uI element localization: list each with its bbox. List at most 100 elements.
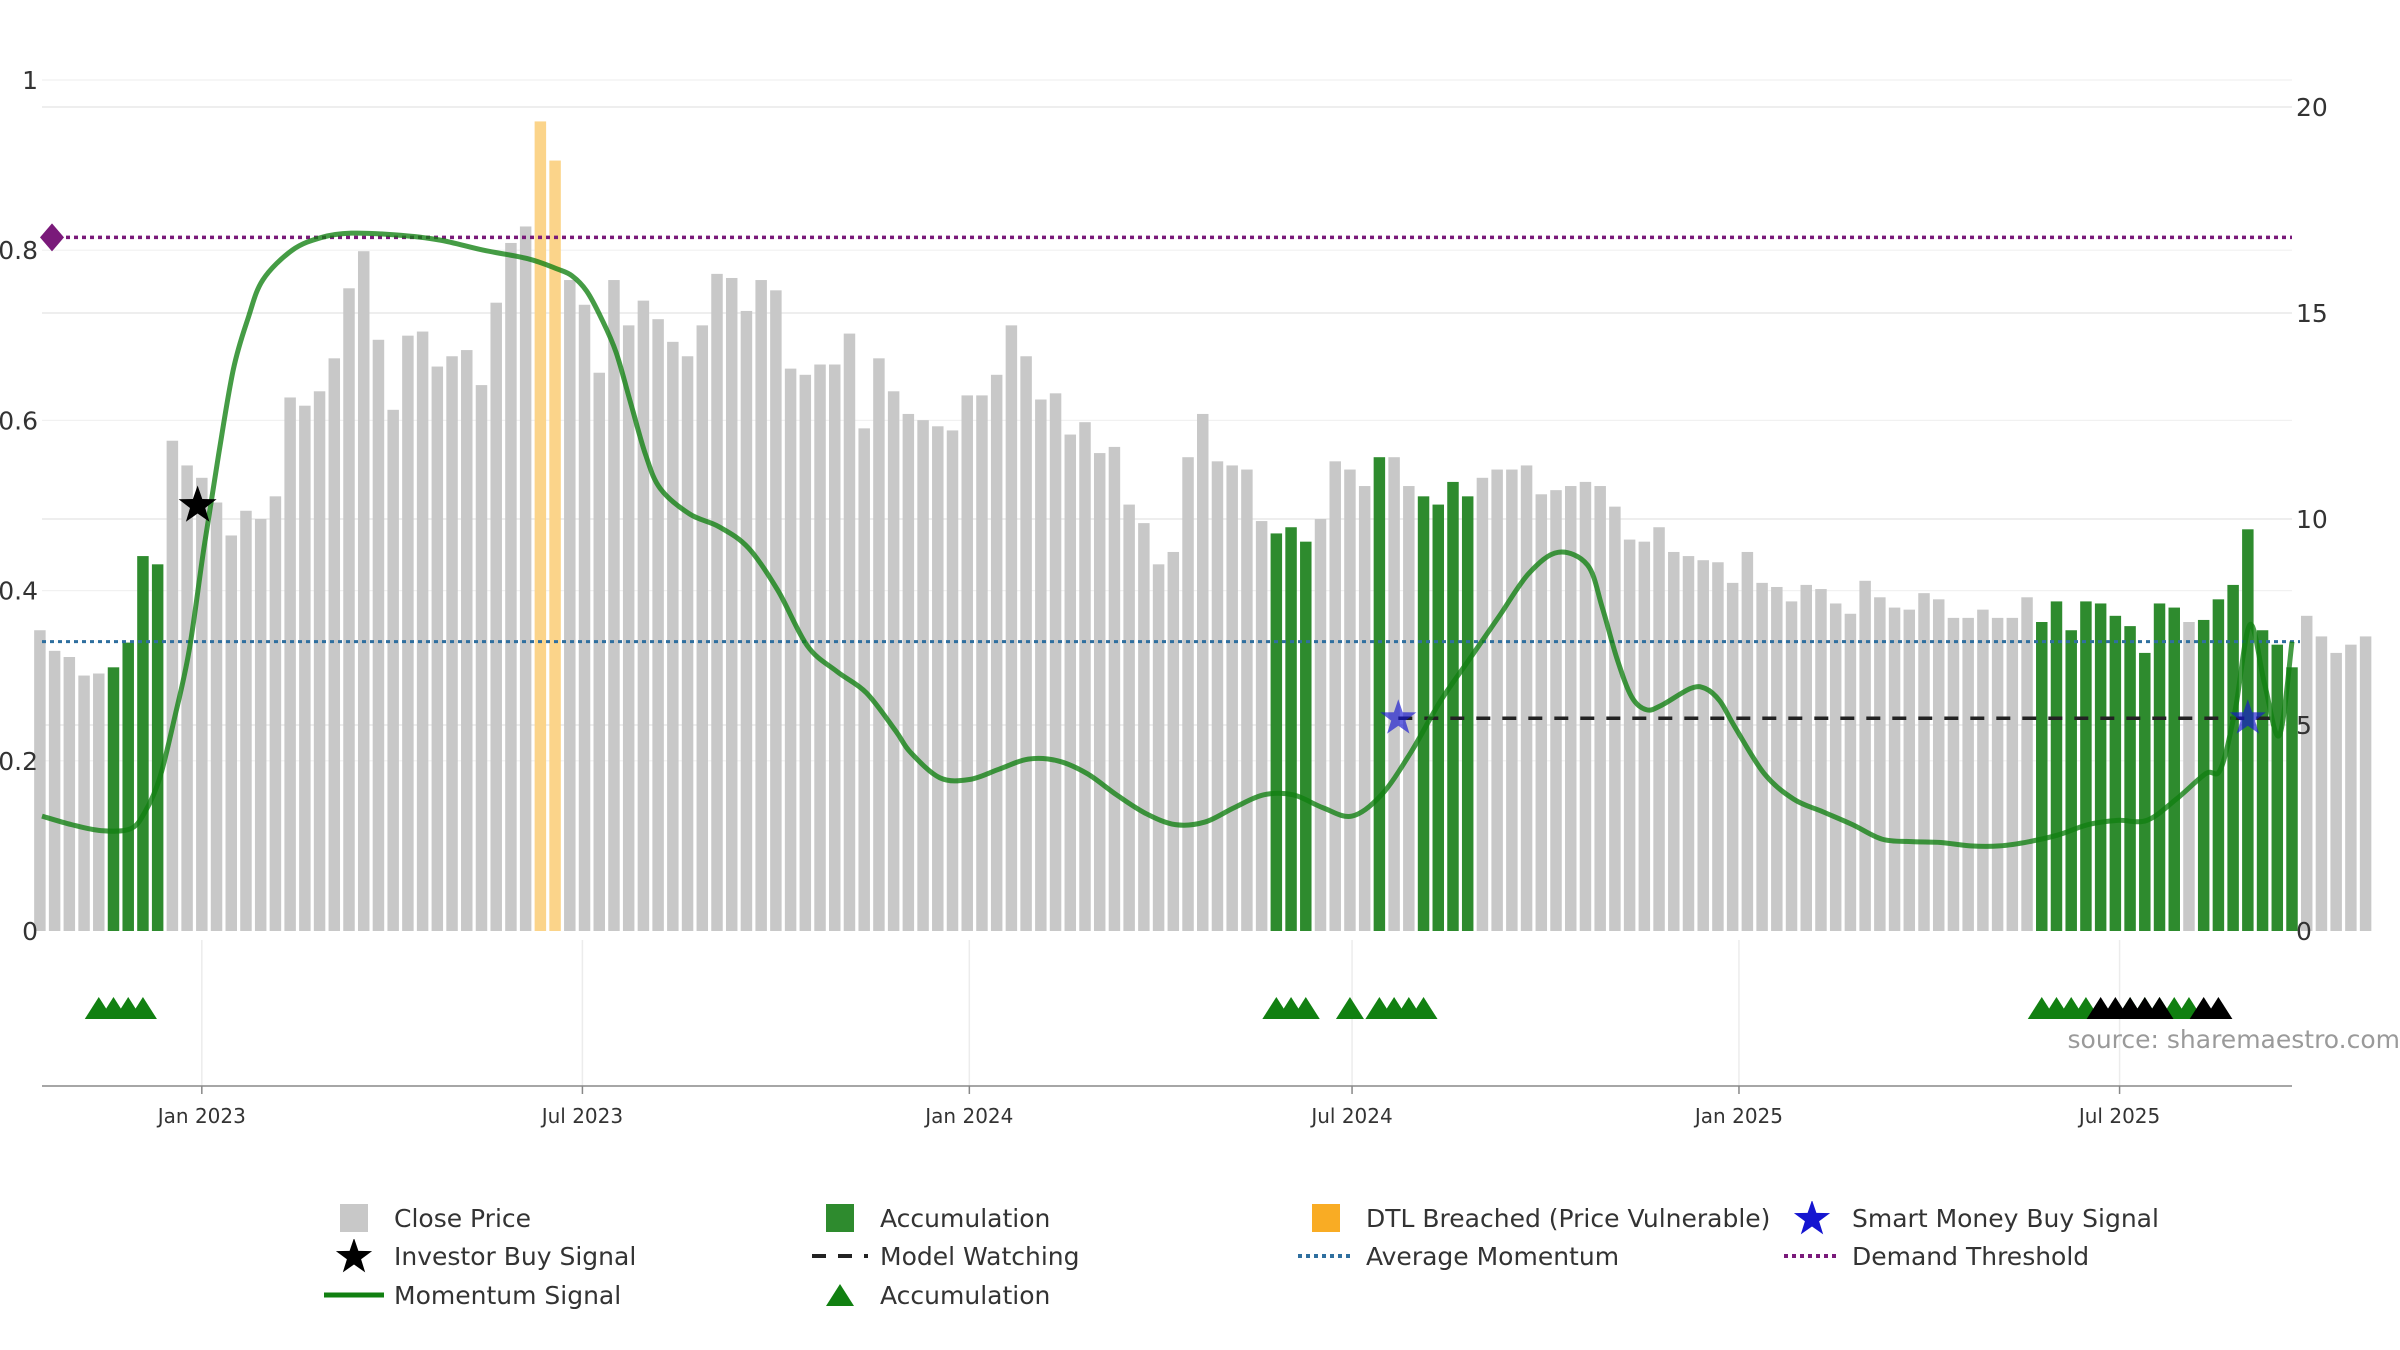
close-price-bar bbox=[181, 465, 193, 931]
close-price-bar bbox=[593, 372, 605, 931]
close-price-bar bbox=[770, 290, 782, 932]
close-price-bar bbox=[829, 364, 841, 931]
x-axis-tick-label: Jan 2024 bbox=[923, 1104, 1013, 1128]
close-price-bar bbox=[1874, 597, 1886, 931]
close-price-bar bbox=[1668, 551, 1680, 931]
close-price-bar bbox=[976, 395, 988, 931]
accumulation-bar bbox=[1417, 496, 1430, 931]
close-price-bar bbox=[814, 364, 826, 931]
close-price-bar bbox=[578, 304, 591, 931]
close-price-bar bbox=[1844, 613, 1857, 931]
close-price-bar bbox=[34, 630, 46, 931]
accumulation-bar bbox=[1300, 541, 1312, 931]
accumulation-bar bbox=[2212, 599, 2225, 931]
accumulation-triangle bbox=[128, 997, 157, 1019]
close-price-bar bbox=[637, 300, 650, 931]
close-price-bar bbox=[1888, 607, 1901, 931]
close-price-bar bbox=[254, 519, 267, 931]
accumulation-bar bbox=[1373, 457, 1386, 931]
close-price-bar bbox=[210, 502, 223, 931]
close-price-bar bbox=[1962, 617, 1974, 931]
close-price-bar bbox=[887, 391, 900, 931]
close-price-bar bbox=[2183, 622, 2195, 931]
close-price-bar bbox=[225, 535, 237, 931]
accumulation-bar bbox=[2124, 626, 2136, 931]
close-price-bar bbox=[1226, 465, 1238, 931]
close-price-bar bbox=[269, 496, 282, 931]
accumulation-bar bbox=[2153, 603, 2166, 931]
close-price-bar bbox=[1329, 461, 1341, 931]
close-price-bar bbox=[1506, 469, 1518, 931]
dtl-breached-bar bbox=[534, 121, 547, 932]
accumulation-bar bbox=[107, 667, 120, 931]
close-price-bar bbox=[240, 510, 252, 931]
close-price-bar bbox=[564, 280, 576, 931]
close-price-bar bbox=[1682, 556, 1695, 931]
close-price-bar bbox=[1977, 609, 1989, 931]
close-price-bar bbox=[1049, 393, 1062, 932]
signal-lines bbox=[40, 223, 2300, 849]
close-price-bar bbox=[711, 273, 723, 931]
close-price-bar bbox=[1182, 457, 1194, 931]
close-price-bar bbox=[1197, 413, 1209, 931]
close-price-bar bbox=[402, 335, 414, 931]
close-price-bar bbox=[1594, 486, 1606, 931]
accumulation-bar bbox=[1270, 533, 1283, 931]
accumulation-bar bbox=[2139, 652, 2151, 931]
close-price-bar bbox=[2330, 652, 2342, 931]
close-price-bar bbox=[1167, 551, 1180, 931]
close-price-bar bbox=[1726, 582, 1739, 931]
close-price-bar bbox=[475, 385, 488, 932]
close-price-bar bbox=[1476, 477, 1489, 931]
accumulation-triangle bbox=[1409, 997, 1438, 1019]
close-price-bar bbox=[1388, 457, 1400, 931]
accumulation-bar bbox=[122, 642, 134, 931]
close-price-bar bbox=[725, 277, 738, 932]
close-price-bar bbox=[740, 310, 753, 931]
close-price-bar bbox=[1403, 486, 1415, 931]
close-price-bar bbox=[1211, 461, 1224, 931]
close-price-bar bbox=[1800, 584, 1812, 931]
close-price-bar bbox=[858, 428, 870, 931]
close-price-bar bbox=[696, 325, 709, 931]
close-price-bar bbox=[917, 420, 929, 931]
close-price-bar bbox=[63, 657, 76, 931]
accumulation-bar bbox=[2286, 667, 2298, 931]
close-price-bar bbox=[681, 356, 694, 931]
right-axis-tick-label: 10 bbox=[2296, 505, 2328, 534]
axes: Jan 2023 Jul 2023 Jan 2024 Jul 2024 Jan 2025… bbox=[0, 66, 2328, 1128]
close-price-bar bbox=[299, 405, 311, 931]
close-price-bar bbox=[313, 391, 326, 931]
close-price-bar bbox=[93, 673, 105, 931]
close-price-bar bbox=[416, 331, 429, 931]
accumulation-bar bbox=[1461, 496, 1474, 931]
close-price-bar bbox=[1020, 356, 1032, 931]
close-price-bar bbox=[2315, 636, 2328, 931]
close-price-bar bbox=[1638, 541, 1651, 931]
close-price-bar bbox=[1991, 617, 2004, 931]
close-price-bar bbox=[1903, 609, 1916, 931]
close-price-bar bbox=[1255, 521, 1268, 931]
close-price-bar bbox=[873, 358, 885, 931]
accumulation-triangle-black bbox=[2145, 997, 2174, 1019]
close-price-bar bbox=[505, 242, 517, 931]
accumulation-triangle bbox=[1291, 997, 1320, 1019]
close-price-bar bbox=[431, 366, 444, 931]
close-price-bar bbox=[902, 413, 915, 931]
close-price-bar bbox=[1138, 523, 1150, 931]
close-price-bar bbox=[1918, 593, 1930, 931]
close-price-bar bbox=[166, 440, 179, 931]
x-axis-tick-label: Jan 2025 bbox=[1693, 1104, 1783, 1128]
close-price-bar bbox=[387, 409, 399, 931]
close-price-bar bbox=[1947, 617, 1960, 931]
right-axis-tick-label: 0 bbox=[2296, 917, 2312, 946]
close-price-bar bbox=[652, 319, 664, 931]
close-price-bar bbox=[1815, 589, 1827, 931]
x-axis-tick-label: Jul 2023 bbox=[540, 1104, 623, 1128]
smart-money-buy-signal-star bbox=[2229, 699, 2266, 734]
close-price-bar bbox=[1697, 560, 1709, 931]
close-price-bar bbox=[1564, 486, 1577, 931]
close-price-bar bbox=[843, 333, 856, 932]
close-price-bar bbox=[1241, 469, 1253, 931]
